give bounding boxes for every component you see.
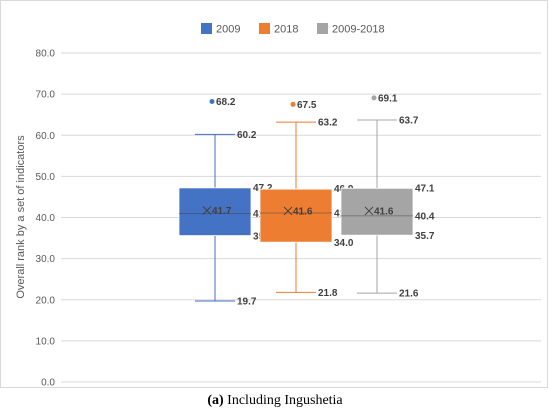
boxes: 41.768.260.219.747.241.035.641.667.563.2… [178,93,435,307]
upper-whisker-label: 63.2 [318,118,338,129]
box-2018: 41.667.563.221.846.941.134.0 [259,100,354,299]
outlier-label: 67.5 [297,100,317,111]
legend-swatch-2009-2018 [317,23,328,34]
legend-swatch-2009 [201,23,212,34]
figure-caption: (a) Including Ingushetia [0,393,550,409]
legend-swatch-2018 [259,23,270,34]
y-tick-label: 30.0 [36,254,56,265]
upper-whisker-label: 60.2 [237,130,257,141]
mean-label: 41.7 [212,206,232,217]
iqr-box [259,188,333,243]
y-tick-label: 50.0 [36,172,56,183]
outlier-label: 69.1 [378,93,398,104]
y-axis: 0.0 10.0 20.0 30.0 40.0 50.0 60.0 70.0 80.0 [36,49,56,389]
y-tick-label: 60.0 [36,131,56,142]
outlier-point [209,99,215,105]
lower-whisker-label: 21.6 [399,289,419,300]
mean-marker [283,206,293,216]
legend-label-2018: 2018 [274,24,298,36]
upper-whisker-label: 63.7 [399,116,419,127]
caption-text: Including Ingushetia [227,393,343,408]
chart-area: 0.0 10.0 20.0 30.0 40.0 50.0 60.0 70.0 80.0 41.7… [0,0,548,389]
q1-label: 34.0 [334,238,354,249]
y-tick-label: 0.0 [41,378,55,389]
outlier-label: 68.2 [216,97,236,108]
lower-whisker-label: 21.8 [318,288,338,299]
caption-label: (a) [207,393,224,408]
lower-whisker-label: 19.7 [237,296,257,307]
median-label: 40.4 [415,211,435,222]
y-tick-label: 80.0 [36,49,56,60]
legend: 2009 2018 2009-2018 [201,23,385,36]
outlier-point [371,95,377,101]
mean-label: 41.6 [293,206,313,217]
box-2009: 41.768.260.219.747.241.035.6 [178,97,273,307]
y-tick-label: 20.0 [36,295,56,306]
mean-label: 41.6 [374,206,394,217]
y-axis-title: Overall rank by a set of indicators [15,135,27,299]
y-tick-label: 40.0 [36,213,56,224]
y-tick-label: 10.0 [36,336,56,347]
q3-label: 47.1 [415,183,435,194]
q1-label: 35.7 [415,231,435,242]
legend-label-2009: 2009 [216,24,240,36]
mean-marker [364,206,374,216]
legend-label-2009-2018: 2009-2018 [332,24,385,36]
box-plot-chart: 0.0 10.0 20.0 30.0 40.0 50.0 60.0 70.0 80.0 41.7… [15,23,541,389]
q3-label: 47.2 [253,183,273,194]
outlier-point [290,101,296,107]
iqr-box [340,187,414,236]
y-tick-label: 70.0 [36,90,56,101]
mean-marker [202,206,212,215]
iqr-box [178,187,252,236]
box-2009-2018: 41.6 69.1 63.7 21.6 47.1 40.4 35.7 [340,93,435,300]
